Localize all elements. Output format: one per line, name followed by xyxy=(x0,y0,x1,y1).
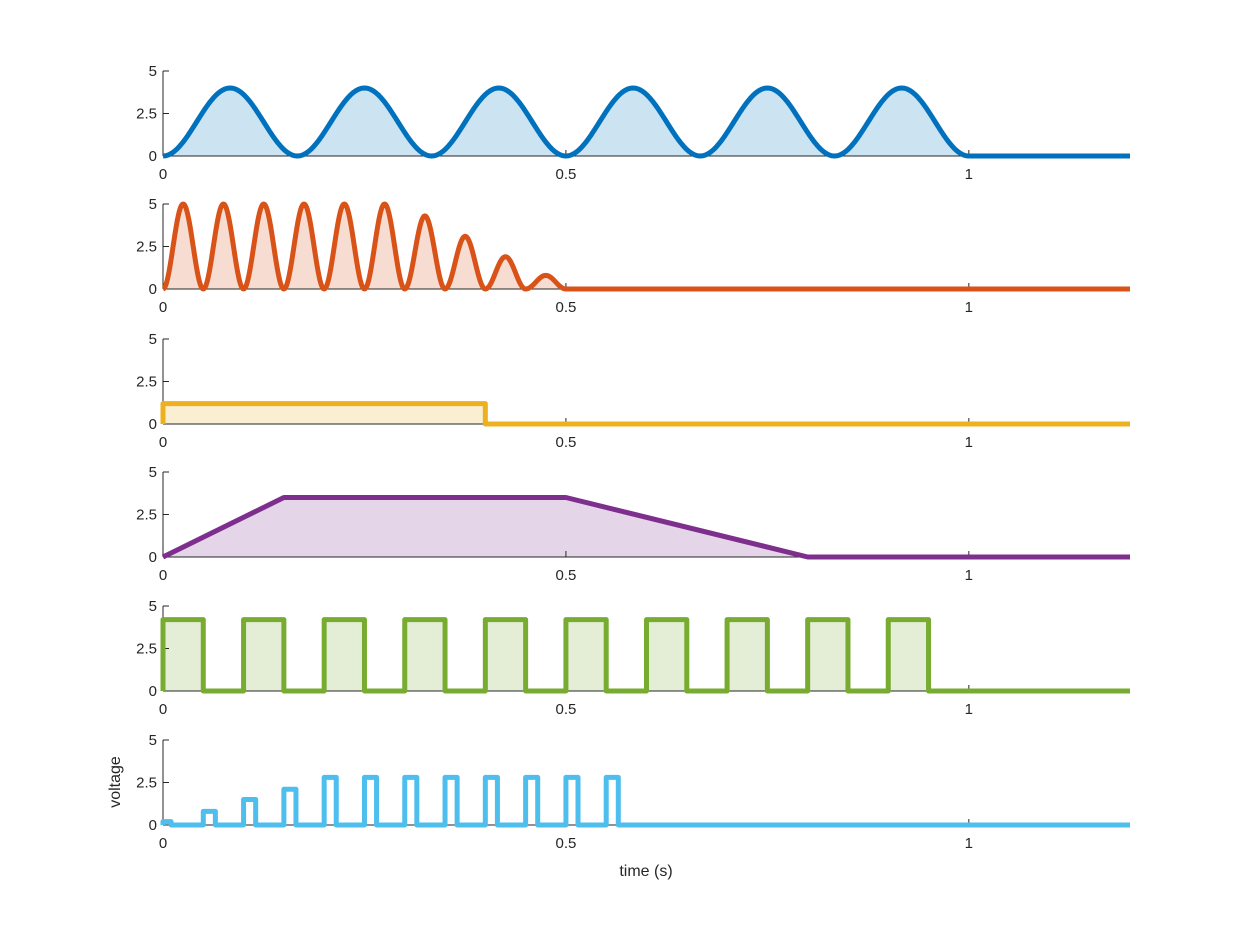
panel-3: 0 2.5 5 0 0.5 1 xyxy=(136,331,1130,451)
panel-6: 0 2.5 5 0 0.5 1 xyxy=(136,732,1130,852)
y-tick-label-2-2: 5 xyxy=(149,196,157,213)
series-5-line xyxy=(160,617,1130,694)
y-tick-label-3-2: 5 xyxy=(149,331,157,348)
y-tick-label-5-0: 0 xyxy=(149,683,157,700)
y-tick-label-6-2: 5 xyxy=(149,732,157,749)
y-tick-label-4-2: 5 xyxy=(149,464,157,481)
series-1-fill xyxy=(163,88,1130,156)
series-4-line xyxy=(161,495,1130,560)
y-tick-label-6-0: 0 xyxy=(149,817,157,834)
x-tick-label-3-1: 0.5 xyxy=(555,434,576,451)
panel-5: 0 2.5 5 0 0.5 1 xyxy=(136,598,1130,718)
series-3-fill xyxy=(163,403,1130,424)
series-3-line xyxy=(160,401,1130,427)
x-tick-label-4-1: 0.5 xyxy=(555,567,576,584)
panel-1: 0 2.5 5 0 0.5 1 xyxy=(136,63,1130,183)
series-6-line xyxy=(160,774,1130,828)
x-tick-label-5-1: 0.5 xyxy=(555,701,576,718)
y-tick-label-3-0: 0 xyxy=(149,416,157,433)
y-axis-label: voltage xyxy=(107,756,124,808)
series-4-fill xyxy=(163,497,1130,557)
x-tick-label-4-0: 0 xyxy=(159,567,167,584)
x-tick-label-2-0: 0 xyxy=(159,299,167,316)
x-tick-label-3-2: 1 xyxy=(965,434,973,451)
y-tick-label-5-2: 5 xyxy=(149,598,157,615)
y-tick-label-3-1: 2.5 xyxy=(136,374,157,391)
y-tick-label-4-1: 2.5 xyxy=(136,507,157,524)
series-1-line xyxy=(162,85,1130,159)
x-tick-label-2-1: 0.5 xyxy=(555,299,576,316)
x-axis-label: time (s) xyxy=(619,863,672,880)
y-tick-label-1-1: 2.5 xyxy=(136,106,157,123)
y-tick-label-2-0: 0 xyxy=(149,281,157,298)
x-tick-label-5-0: 0 xyxy=(159,701,167,718)
x-tick-label-6-0: 0 xyxy=(159,835,167,852)
x-tick-label-6-1: 0.5 xyxy=(555,835,576,852)
y-tick-label-2-1: 2.5 xyxy=(136,239,157,256)
panel-2: 0 2.5 5 0 0.5 1 xyxy=(136,196,1130,316)
x-tick-label-1-1: 0.5 xyxy=(555,166,576,183)
y-tick-label-6-1: 2.5 xyxy=(136,775,157,792)
panel-4: 0 2.5 5 0 0.5 1 xyxy=(136,464,1130,584)
x-tick-label-2-2: 1 xyxy=(965,299,973,316)
x-tick-label-5-2: 1 xyxy=(965,701,973,718)
x-tick-label-3-0: 0 xyxy=(159,434,167,451)
y-tick-label-1-0: 0 xyxy=(149,148,157,165)
x-tick-label-6-2: 1 xyxy=(965,835,973,852)
y-tick-label-1-2: 5 xyxy=(149,63,157,80)
x-tick-label-1-0: 0 xyxy=(159,166,167,183)
x-tick-label-1-2: 1 xyxy=(965,166,973,183)
x-tick-label-4-2: 1 xyxy=(965,567,973,584)
panels-group: 02.550 0.5 102.550 0.5 102.550 0.5 102.550 0.5 1… xyxy=(136,63,1130,852)
y-tick-label-5-1: 2.5 xyxy=(136,641,157,658)
y-tick-label-4-0: 0 xyxy=(149,549,157,566)
series-2-line xyxy=(161,201,1130,292)
